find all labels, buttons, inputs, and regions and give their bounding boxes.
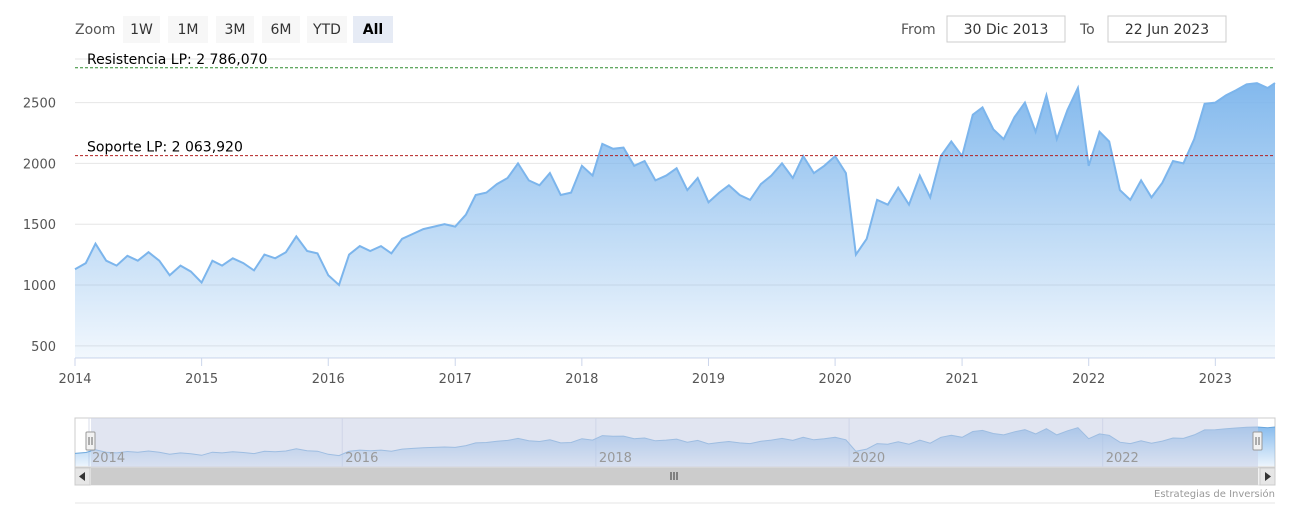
zoom-button-label: 1M — [178, 22, 199, 38]
x-tick-label: 2020 — [819, 372, 852, 387]
zoom-button-ytd[interactable]: YTD — [307, 16, 347, 43]
navigator-year-label: 2020 — [852, 451, 885, 466]
from-date-input-box[interactable] — [946, 15, 1066, 43]
x-tick-label: 2023 — [1199, 372, 1232, 387]
x-tick-label: 2018 — [565, 372, 598, 387]
zoom-button-label: 3M — [225, 22, 246, 38]
zoom-button-1w[interactable]: 1W — [123, 16, 160, 43]
reference-line-label: Soporte LP: 2 063,920 — [87, 140, 243, 156]
to-label: To — [1079, 22, 1095, 38]
navigator-left-handle[interactable] — [85, 431, 96, 451]
navigator-year-label: 2016 — [345, 451, 378, 466]
x-tick-label: 2016 — [312, 372, 345, 387]
x-axis: 2014 2015 2016 2017 2018 2019 2020 2021 2022 2023 — [58, 358, 1232, 387]
from-date-input[interactable]: 30 Dic 2013 — [964, 22, 1049, 38]
y-tick-label: 500 — [31, 340, 56, 355]
zoom-button-3m[interactable]: 3M — [216, 16, 254, 43]
scrollbar[interactable] — [74, 467, 1276, 486]
navigator-year-label: 2018 — [599, 451, 632, 466]
arrow-right-icon — [1265, 472, 1271, 481]
x-tick-label: 2019 — [692, 372, 725, 387]
series-area — [75, 83, 1275, 358]
zoom-buttons: 1W 1M 3M 6M YTD All — [123, 16, 393, 43]
navigator-year-label: 2022 — [1106, 451, 1139, 466]
y-tick-label: 2500 — [23, 97, 56, 112]
range-selector: Zoom 1W 1M 3M 6M YTD All From 30 Dic 2013 To … — [75, 15, 1227, 43]
y-tick-label: 2000 — [23, 157, 56, 172]
zoom-button-label: All — [363, 22, 383, 38]
zoom-button-all[interactable]: All — [353, 16, 393, 43]
navigator-labels: 2014 2016 2018 2020 2022 — [92, 451, 1139, 466]
zoom-button-1m[interactable]: 1M — [168, 16, 208, 43]
to-date-input-box[interactable] — [1107, 15, 1227, 43]
y-tick-label: 1000 — [23, 279, 56, 294]
from-label: From — [901, 22, 936, 38]
zoom-button-6m[interactable]: 6M — [262, 16, 300, 43]
series-line — [74, 82, 1276, 287]
scrollbar-grip-icon — [670, 472, 678, 480]
zoom-label: Zoom — [75, 22, 115, 38]
zoom-button-label: 6M — [271, 22, 292, 38]
zoom-button-label: 1W — [130, 22, 153, 38]
reference-lines: Resistencia LP: 2 786,070 Soporte LP: 2 0… — [75, 52, 1275, 157]
arrow-left-icon — [79, 472, 85, 481]
x-tick-label: 2021 — [946, 372, 979, 387]
navigator-selected-range[interactable] — [91, 418, 1258, 467]
zoom-button-label: YTD — [312, 22, 341, 38]
reference-line-label: Resistencia LP: 2 786,070 — [87, 52, 267, 68]
x-tick-label: 2022 — [1072, 372, 1105, 387]
y-axis: 500 1000 1500 2000 2500 — [23, 97, 56, 355]
navigator-right-handle[interactable] — [1252, 431, 1263, 451]
navigator-year-label: 2014 — [92, 451, 125, 466]
to-date-input[interactable]: 22 Jun 2023 — [1125, 22, 1209, 38]
y-tick-label: 1500 — [23, 218, 56, 233]
navigator[interactable]: 2014 2016 2018 2020 2022 — [74, 417, 1276, 468]
credits[interactable]: Estrategias de Inversión — [1154, 488, 1275, 500]
x-tick-label: 2017 — [439, 372, 472, 387]
x-tick-label: 2015 — [185, 372, 218, 387]
x-tick-label: 2014 — [58, 372, 91, 387]
